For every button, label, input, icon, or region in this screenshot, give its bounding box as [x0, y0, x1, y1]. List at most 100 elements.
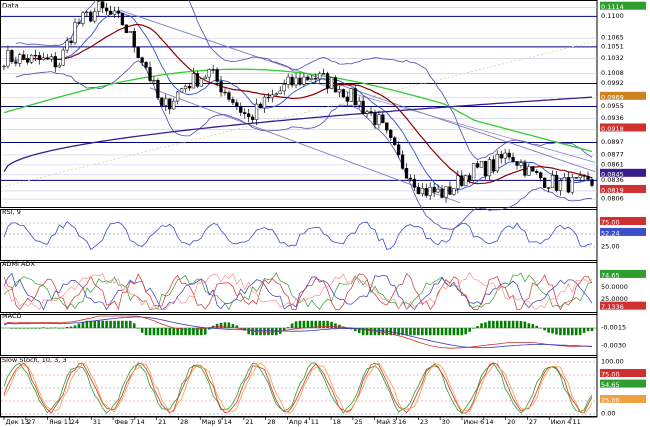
- channel-line-upper: [119, 9, 596, 173]
- macd-bar: [531, 324, 535, 328]
- candle-body: [562, 177, 567, 182]
- candle-body: [373, 112, 377, 125]
- candle-body: [93, 11, 97, 22]
- adx-y-tick-0: 74.65: [601, 271, 620, 279]
- candle-body: [2, 65, 6, 68]
- macd-bar: [578, 328, 582, 335]
- macd-bar: [192, 328, 195, 336]
- macd-bar: [168, 328, 172, 336]
- macd-bar: [507, 320, 511, 328]
- macd-bar: [50, 327, 53, 329]
- candle-body: [361, 100, 365, 114]
- macd-bar: [551, 328, 554, 334]
- candle-body: [101, 1, 105, 9]
- candle-body: [85, 11, 89, 14]
- x-tick-label-0: Дек 13: [6, 418, 29, 426]
- macd-bar: [223, 322, 227, 328]
- macd-bar: [559, 328, 562, 336]
- macd-bar: [547, 328, 550, 333]
- candle-body: [452, 188, 456, 195]
- x-tick-label-20: 30: [442, 418, 450, 426]
- price-y-tick-0-bg: [600, 1, 646, 10]
- x-tick-label-8: 28: [180, 418, 188, 426]
- candle-body: [282, 84, 286, 92]
- macd-bar: [136, 328, 140, 329]
- macd-bar: [543, 328, 546, 331]
- stoch-line-0: [3, 362, 593, 414]
- candle-body: [574, 177, 578, 179]
- macd-bar: [306, 320, 310, 328]
- candle-body: [6, 50, 10, 67]
- x-tick-label-4: 31: [93, 418, 101, 426]
- macd-bar: [93, 320, 97, 328]
- candle-body: [120, 13, 125, 26]
- stoch-y-tick-2: 54.65: [601, 381, 620, 389]
- candle-body: [329, 77, 334, 89]
- macd-bar: [472, 328, 475, 329]
- candle-body: [479, 161, 484, 168]
- macd-bar: [46, 328, 49, 329]
- price-y-tick-15: 0.0836: [601, 176, 624, 184]
- macd-bar: [330, 321, 333, 328]
- candle-body: [519, 162, 523, 166]
- candle-body: [29, 54, 34, 63]
- x-tick-label-13: Апр 4: [289, 418, 308, 426]
- candle-body: [199, 78, 203, 87]
- candle-body: [385, 122, 389, 131]
- adx-line-3: [3, 271, 593, 311]
- candle-body: [61, 49, 65, 66]
- price-y-tick-9: 0.0936: [601, 114, 624, 122]
- x-tick-label-10: 14: [224, 418, 232, 426]
- macd-bar: [160, 328, 164, 336]
- candle-body: [495, 153, 499, 172]
- macd-bar: [144, 328, 148, 336]
- macd-bar: [294, 321, 298, 328]
- stoch-line-2: [3, 362, 593, 414]
- candle-body: [262, 96, 267, 109]
- candle-body: [274, 93, 278, 96]
- candle-body: [128, 31, 132, 33]
- stoch-y-tick-1-bg: [600, 369, 646, 377]
- candle-body: [483, 161, 488, 177]
- candle-body: [45, 57, 50, 60]
- rsi-panel-title: RSI, 9: [2, 208, 21, 216]
- macd-bar: [286, 327, 290, 328]
- candle-body: [554, 175, 559, 191]
- stoch-chart: [1, 361, 597, 415]
- x-tick-label-11: 21: [245, 418, 253, 426]
- macd-bar: [310, 320, 314, 328]
- price-y-tick-11: 0.0897: [601, 138, 624, 146]
- macd-bar: [302, 320, 306, 328]
- candle-body: [432, 186, 436, 193]
- candle-body: [14, 61, 18, 64]
- macd-bar: [369, 328, 373, 336]
- candle-body: [22, 54, 26, 59]
- price-y-tick-7: 0.0969: [601, 93, 624, 101]
- candle-body: [527, 166, 531, 176]
- candle-body: [65, 40, 69, 51]
- candle-body: [404, 168, 409, 179]
- macd-bar: [290, 323, 294, 328]
- stoch-y-tick-3-bg: [600, 395, 646, 403]
- candle-body: [152, 79, 156, 82]
- price-y-tick-10-bg: [600, 123, 646, 132]
- candle-body: [393, 137, 397, 145]
- candle-body: [582, 175, 586, 177]
- candle-body: [219, 81, 223, 93]
- candle-body: [108, 10, 113, 15]
- candle-body: [314, 78, 318, 80]
- candle-body: [456, 175, 460, 189]
- candle-body: [160, 97, 164, 106]
- x-tick-label-7: 21: [158, 418, 166, 426]
- macd-bar: [215, 323, 219, 328]
- long-trend-line: [0, 40, 596, 188]
- macd-bar: [417, 328, 420, 336]
- candle-body: [412, 178, 417, 188]
- candle-body: [535, 171, 539, 173]
- macd-bar: [227, 322, 231, 328]
- candle-body: [491, 159, 495, 172]
- macd-bar: [38, 328, 41, 329]
- x-tick-label-3: 24: [71, 418, 79, 426]
